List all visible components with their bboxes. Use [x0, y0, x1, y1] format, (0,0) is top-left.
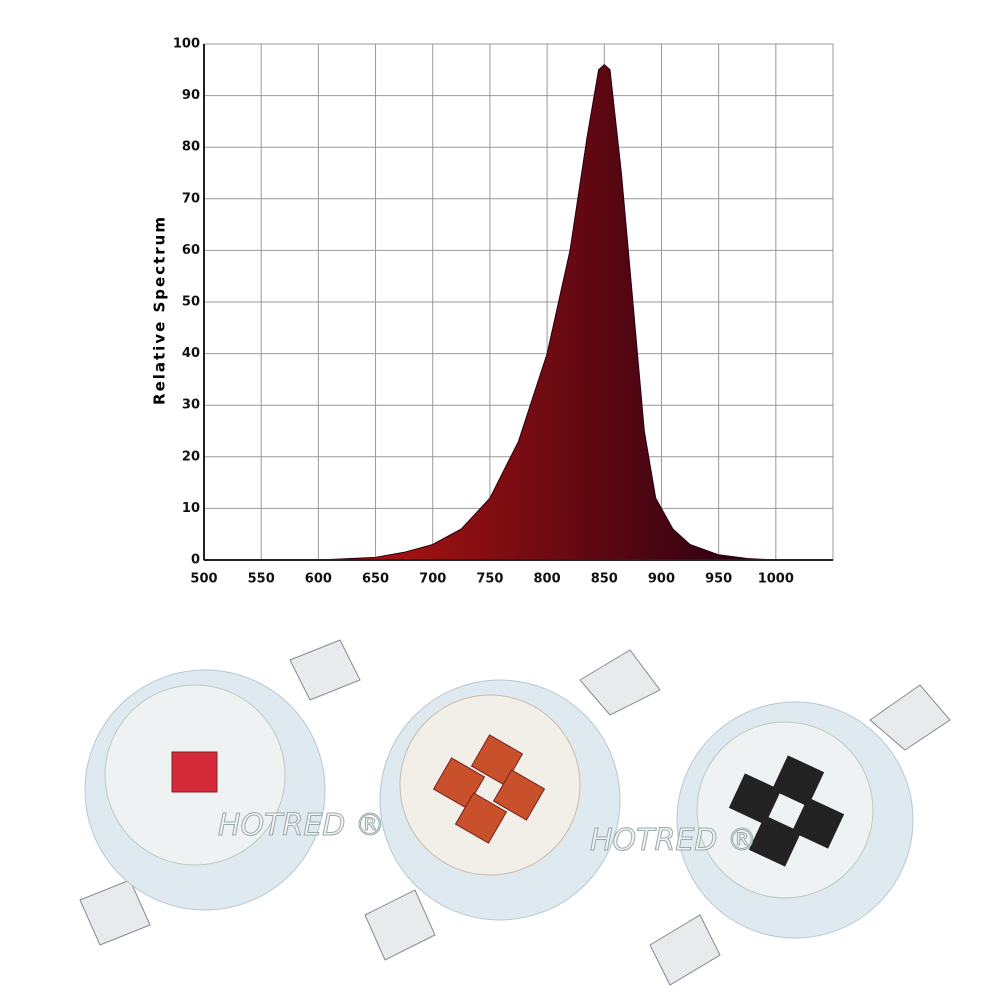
x-tick-label: 800 — [534, 572, 561, 587]
watermark: HOTRED ® — [218, 808, 385, 843]
x-tick-label: 1000 — [758, 572, 794, 587]
x-tick-label: 850 — [591, 572, 618, 587]
y-axis-label: Relative Spectrum — [151, 215, 169, 405]
x-tick-label: 500 — [190, 572, 217, 587]
lead — [364, 889, 436, 961]
y-tick-label: 60 — [182, 243, 200, 258]
watermark: HOTRED ® — [590, 823, 757, 858]
led-2 — [364, 649, 661, 961]
led-1 — [79, 639, 361, 946]
x-tick-label: 700 — [419, 572, 446, 587]
y-tick-label: 10 — [182, 501, 200, 516]
lead — [79, 879, 151, 946]
lead — [869, 684, 951, 751]
x-tick-label: 650 — [362, 572, 389, 587]
spectrum-area — [203, 64, 777, 561]
led-chip — [748, 815, 802, 867]
led-chip — [492, 769, 546, 821]
y-tick-label: 30 — [182, 398, 200, 413]
y-tick-label: 20 — [182, 449, 200, 464]
y-tick-label: 0 — [191, 553, 200, 568]
y-tick-label: 100 — [173, 37, 200, 52]
led-chip — [171, 751, 218, 793]
lead — [649, 914, 721, 986]
chart: 0 10 20 30 40 50 60 70 80 90 100 500 550 600 650 700 750… — [173, 37, 834, 587]
y-tick-label: 40 — [182, 346, 200, 361]
led-dome — [399, 694, 581, 876]
x-tick-label: 550 — [248, 572, 275, 587]
lead — [579, 649, 661, 716]
led-chip — [728, 773, 782, 825]
x-tick-label: 600 — [305, 572, 332, 587]
led-3 — [649, 684, 951, 986]
x-tick-label: 900 — [648, 572, 675, 587]
x-tick-label: 750 — [476, 572, 503, 587]
x-tick-label: 950 — [705, 572, 732, 587]
y-tick-label: 70 — [182, 191, 200, 206]
y-tick-label: 90 — [182, 88, 200, 103]
y-tick-label: 50 — [182, 295, 200, 310]
lead — [289, 639, 361, 701]
y-tick-label: 80 — [182, 140, 200, 155]
led-chip — [454, 792, 508, 844]
led-chip — [771, 755, 825, 807]
led-chip — [791, 797, 845, 849]
led-dome — [696, 721, 874, 899]
